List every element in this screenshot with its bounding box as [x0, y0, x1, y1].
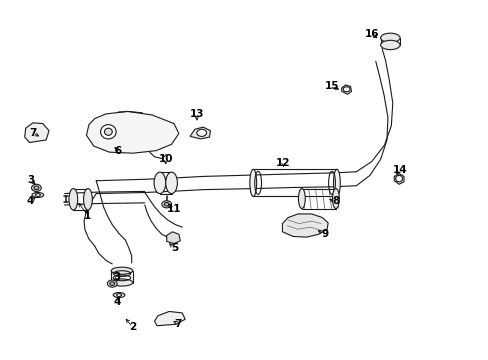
Polygon shape: [190, 127, 210, 139]
Ellipse shape: [333, 169, 340, 197]
Text: 3: 3: [27, 175, 34, 185]
Polygon shape: [282, 214, 327, 237]
Ellipse shape: [110, 282, 115, 285]
Ellipse shape: [380, 33, 399, 42]
Text: 9: 9: [321, 229, 327, 239]
Ellipse shape: [83, 189, 92, 210]
Polygon shape: [341, 85, 351, 94]
Text: 6: 6: [114, 146, 122, 156]
Text: 7: 7: [174, 319, 181, 329]
Text: 7: 7: [29, 128, 37, 138]
Ellipse shape: [111, 279, 132, 286]
Text: 11: 11: [166, 204, 181, 214]
Ellipse shape: [101, 125, 116, 139]
Text: 5: 5: [170, 243, 178, 253]
Ellipse shape: [113, 293, 124, 297]
Text: 10: 10: [158, 154, 173, 164]
Ellipse shape: [380, 40, 399, 50]
Ellipse shape: [298, 189, 305, 208]
Text: 1: 1: [84, 211, 91, 221]
Polygon shape: [25, 123, 49, 143]
Polygon shape: [393, 174, 403, 184]
Ellipse shape: [332, 189, 339, 208]
Polygon shape: [86, 111, 179, 153]
Text: 8: 8: [332, 197, 339, 206]
Ellipse shape: [162, 201, 171, 208]
Ellipse shape: [249, 169, 256, 197]
Text: 4: 4: [113, 297, 121, 307]
Text: 12: 12: [276, 158, 290, 168]
Ellipse shape: [34, 186, 39, 190]
Text: 14: 14: [392, 165, 407, 175]
Ellipse shape: [31, 184, 41, 192]
Ellipse shape: [116, 294, 121, 296]
Text: 16: 16: [364, 29, 378, 39]
Ellipse shape: [154, 172, 165, 194]
Ellipse shape: [395, 175, 402, 182]
Ellipse shape: [35, 194, 40, 197]
Ellipse shape: [111, 267, 132, 274]
Ellipse shape: [165, 172, 177, 194]
Text: 13: 13: [189, 109, 203, 119]
Ellipse shape: [104, 128, 112, 135]
Ellipse shape: [69, 189, 78, 210]
Ellipse shape: [343, 87, 349, 92]
Ellipse shape: [107, 280, 117, 287]
Ellipse shape: [32, 193, 43, 198]
Ellipse shape: [164, 203, 169, 206]
Text: 4: 4: [27, 197, 34, 206]
Ellipse shape: [197, 129, 206, 136]
Text: 3: 3: [113, 272, 121, 282]
Polygon shape: [166, 232, 180, 244]
Text: 15: 15: [324, 81, 339, 91]
Text: 2: 2: [129, 322, 136, 332]
Polygon shape: [154, 311, 185, 326]
